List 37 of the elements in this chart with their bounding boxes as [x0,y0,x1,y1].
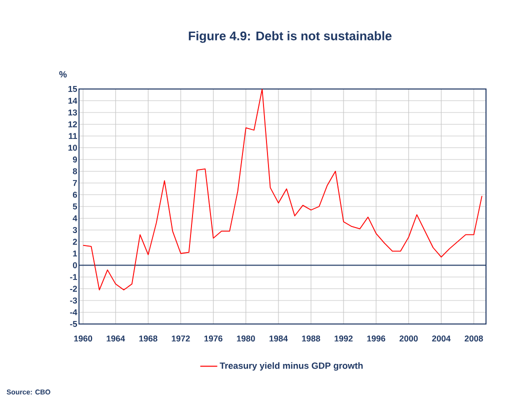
x-tick-label: 1988 [302,336,320,342]
y-tick-label: 3 [72,227,78,233]
y-tick-label: 2 [72,238,77,245]
x-tick-label: 1980 [236,336,255,342]
y-tick-label: 6 [72,192,78,198]
y-tick-label: -5 [70,321,78,327]
x-tick-label: 1968 [139,336,158,342]
y-tick-label: 1 [73,250,78,256]
y-tick-label: 7 [72,180,77,186]
y-tick-label: 8 [72,168,78,174]
y-tick-label: 5 [72,204,78,210]
chart-title: Figure 4.9: Debt is not sustainable [188,31,392,43]
y-tick-label: 14 [68,98,78,104]
x-tick-label: 1976 [204,336,222,342]
y-tick-label: -4 [70,309,78,316]
y-tick-label: -3 [70,298,78,304]
x-tick-label: 2004 [432,336,451,342]
x-tick-label: 1960 [74,336,92,342]
y-tick-label: 10 [68,144,77,151]
x-tick-label: 2008 [464,336,483,342]
legend-label: Treasury yield minus GDP growth [220,362,363,371]
x-tick-label: 2000 [400,336,418,342]
y-tick-label: 0 [72,262,77,268]
y-tick-label: 4 [72,215,78,222]
x-tick-label: 1996 [367,336,386,342]
x-tick-label: 1964 [106,336,126,342]
x-tick-label: 1972 [172,336,190,342]
y-tick-label: 11 [68,133,78,139]
y-axis-title: % [59,71,67,78]
x-tick-label: 1992 [334,336,353,342]
y-tick-label: 15 [68,86,78,92]
y-tick-label: -2 [70,286,77,292]
y-tick-label: 9 [72,156,77,162]
x-tick-label: 1984 [270,336,288,342]
y-tick-label: 12 [68,121,77,128]
y-tick-label: 13 [68,110,78,116]
y-tick-label: -1 [70,274,78,280]
